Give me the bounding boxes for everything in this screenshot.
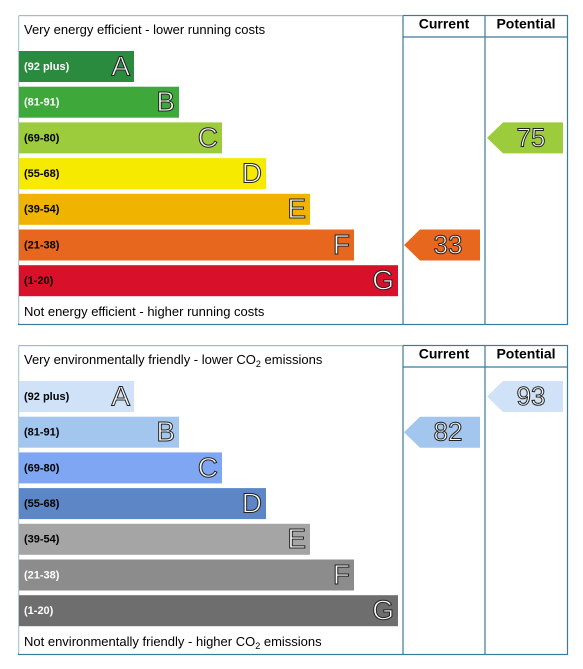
band-letter: E xyxy=(287,523,306,554)
band-letter: E xyxy=(287,193,306,224)
band-range: (81-91) xyxy=(24,427,60,439)
band-range: (39-54) xyxy=(24,534,60,546)
text-part: emissions xyxy=(261,352,323,367)
band-letter: G xyxy=(372,265,394,296)
band-range: (1-20) xyxy=(24,275,54,287)
potential-arrow xyxy=(487,381,563,412)
top-text: Very energy efficient - lower running co… xyxy=(24,22,266,37)
band-letter: A xyxy=(111,380,130,411)
side-mask xyxy=(17,345,19,654)
band xyxy=(19,595,398,627)
band xyxy=(19,229,354,261)
band xyxy=(19,559,354,591)
current-header: Current xyxy=(419,16,470,32)
band-range: (21-38) xyxy=(24,569,60,581)
band-letter: C xyxy=(198,122,218,153)
band-range: (69-80) xyxy=(24,132,60,144)
band-range: (55-68) xyxy=(24,168,60,180)
band-letter: D xyxy=(242,487,262,518)
band-range: (21-38) xyxy=(24,239,60,251)
top-text: Very environmentally friendly - lower CO… xyxy=(24,352,323,369)
potential-arrow xyxy=(487,122,563,154)
band xyxy=(19,523,310,555)
band-range: (55-68) xyxy=(24,498,60,510)
text-part: Not energy efficient - higher running co… xyxy=(24,304,265,319)
band-range: (81-91) xyxy=(24,97,60,109)
text-part: emissions xyxy=(260,634,322,649)
potential-value: 75 xyxy=(517,122,546,152)
side-mask xyxy=(17,15,19,324)
text-part: 2 xyxy=(256,359,261,369)
band xyxy=(19,416,179,448)
current-value: 82 xyxy=(434,417,463,447)
band xyxy=(19,86,179,118)
band xyxy=(19,381,134,412)
potential-value: 93 xyxy=(517,381,546,411)
current-arrow xyxy=(404,229,480,261)
band-range: (92 plus) xyxy=(24,61,70,73)
text-part: Very environmentally friendly - lower CO xyxy=(24,352,256,367)
band-letter: F xyxy=(333,559,350,590)
current-value: 33 xyxy=(434,229,463,259)
bottom-text: Not environmentally friendly - higher CO… xyxy=(24,634,322,651)
band-letter: B xyxy=(156,416,175,447)
current-arrow xyxy=(404,416,480,448)
band-letter: A xyxy=(111,50,130,81)
top-mask xyxy=(18,14,403,16)
text-part: Not environmentally friendly - higher CO xyxy=(24,634,255,649)
band-letter: F xyxy=(333,229,350,260)
text-part: 2 xyxy=(255,641,260,651)
current-header: Current xyxy=(419,346,470,362)
band xyxy=(19,488,266,520)
band-letter: D xyxy=(242,157,262,188)
potential-header: Potential xyxy=(496,16,555,32)
band xyxy=(19,193,310,225)
band-range: (1-20) xyxy=(24,605,54,617)
top-mask xyxy=(18,344,403,346)
band-letter: B xyxy=(156,86,175,117)
potential-header: Potential xyxy=(496,346,555,362)
band-letter: C xyxy=(198,452,218,483)
band xyxy=(19,122,222,154)
band-range: (39-54) xyxy=(24,204,60,216)
band xyxy=(19,158,266,190)
band-letter: G xyxy=(372,595,394,626)
band-range: (69-80) xyxy=(24,462,60,474)
band-range: (92 plus) xyxy=(24,391,70,403)
band xyxy=(19,452,222,484)
band xyxy=(19,265,398,297)
text-part: Very energy efficient - lower running co… xyxy=(24,22,266,37)
band xyxy=(19,51,134,82)
bottom-text: Not energy efficient - higher running co… xyxy=(24,304,265,319)
